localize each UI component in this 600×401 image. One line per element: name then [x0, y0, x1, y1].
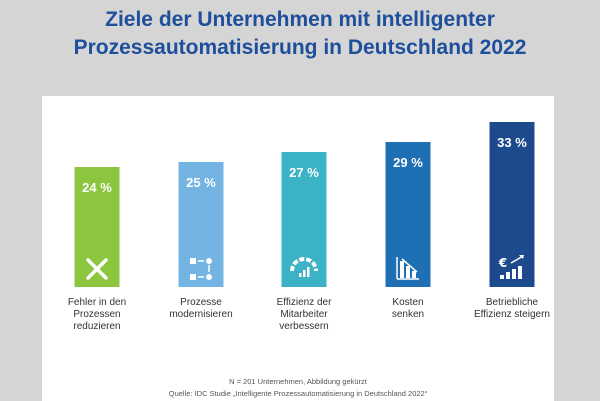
- category-label: modernisieren: [169, 309, 232, 320]
- gauge-icon: [290, 257, 318, 277]
- category-label: Effizienz der: [277, 297, 333, 308]
- bar-value-label: 27 %: [289, 165, 319, 180]
- svg-text:€: €: [498, 256, 507, 270]
- bar-value-label: 33 %: [497, 135, 527, 150]
- category-label: Betriebliche: [486, 297, 539, 308]
- bar-value-label: 24 %: [82, 180, 112, 195]
- category-label: Prozessen: [73, 309, 120, 320]
- title-line-1: Ziele der Unternehmen mit intelligenter: [105, 8, 495, 31]
- category-label: Kosten: [392, 297, 423, 308]
- declining-chart-icon: [396, 257, 419, 280]
- category-label: reduzieren: [73, 321, 120, 332]
- bar-value-label: 25 %: [186, 175, 216, 190]
- chart-card: 24 % Fehler in den Prozessen reduzieren 25 %…: [42, 96, 554, 401]
- category-label: senken: [392, 309, 424, 320]
- category-label: verbessern: [279, 321, 328, 332]
- source-note: Quelle: IDC Studie „Intelligente Prozess…: [168, 389, 428, 398]
- close-icon: [86, 258, 108, 280]
- category-label: Effizienz steigern: [474, 309, 550, 320]
- bar: [178, 162, 224, 287]
- bar-value-label: 29 %: [393, 155, 423, 170]
- euro-growth-icon: €: [498, 255, 524, 279]
- category-label: Mitarbeiter: [280, 309, 328, 320]
- bar: [489, 122, 535, 287]
- category-label: Prozesse: [180, 297, 222, 308]
- bar: [385, 142, 431, 287]
- category-label: Fehler in den: [68, 297, 126, 308]
- bar: [281, 152, 327, 287]
- chart-title: Ziele der Unternehmen mit intelligenter …: [0, 6, 600, 62]
- title-line-2: Prozessautomatisierung in Deutschland 20…: [73, 36, 527, 59]
- sample-note: N = 201 Unternehmen, Abbildung gekürzt: [229, 377, 367, 386]
- process-flow-icon: [190, 258, 212, 280]
